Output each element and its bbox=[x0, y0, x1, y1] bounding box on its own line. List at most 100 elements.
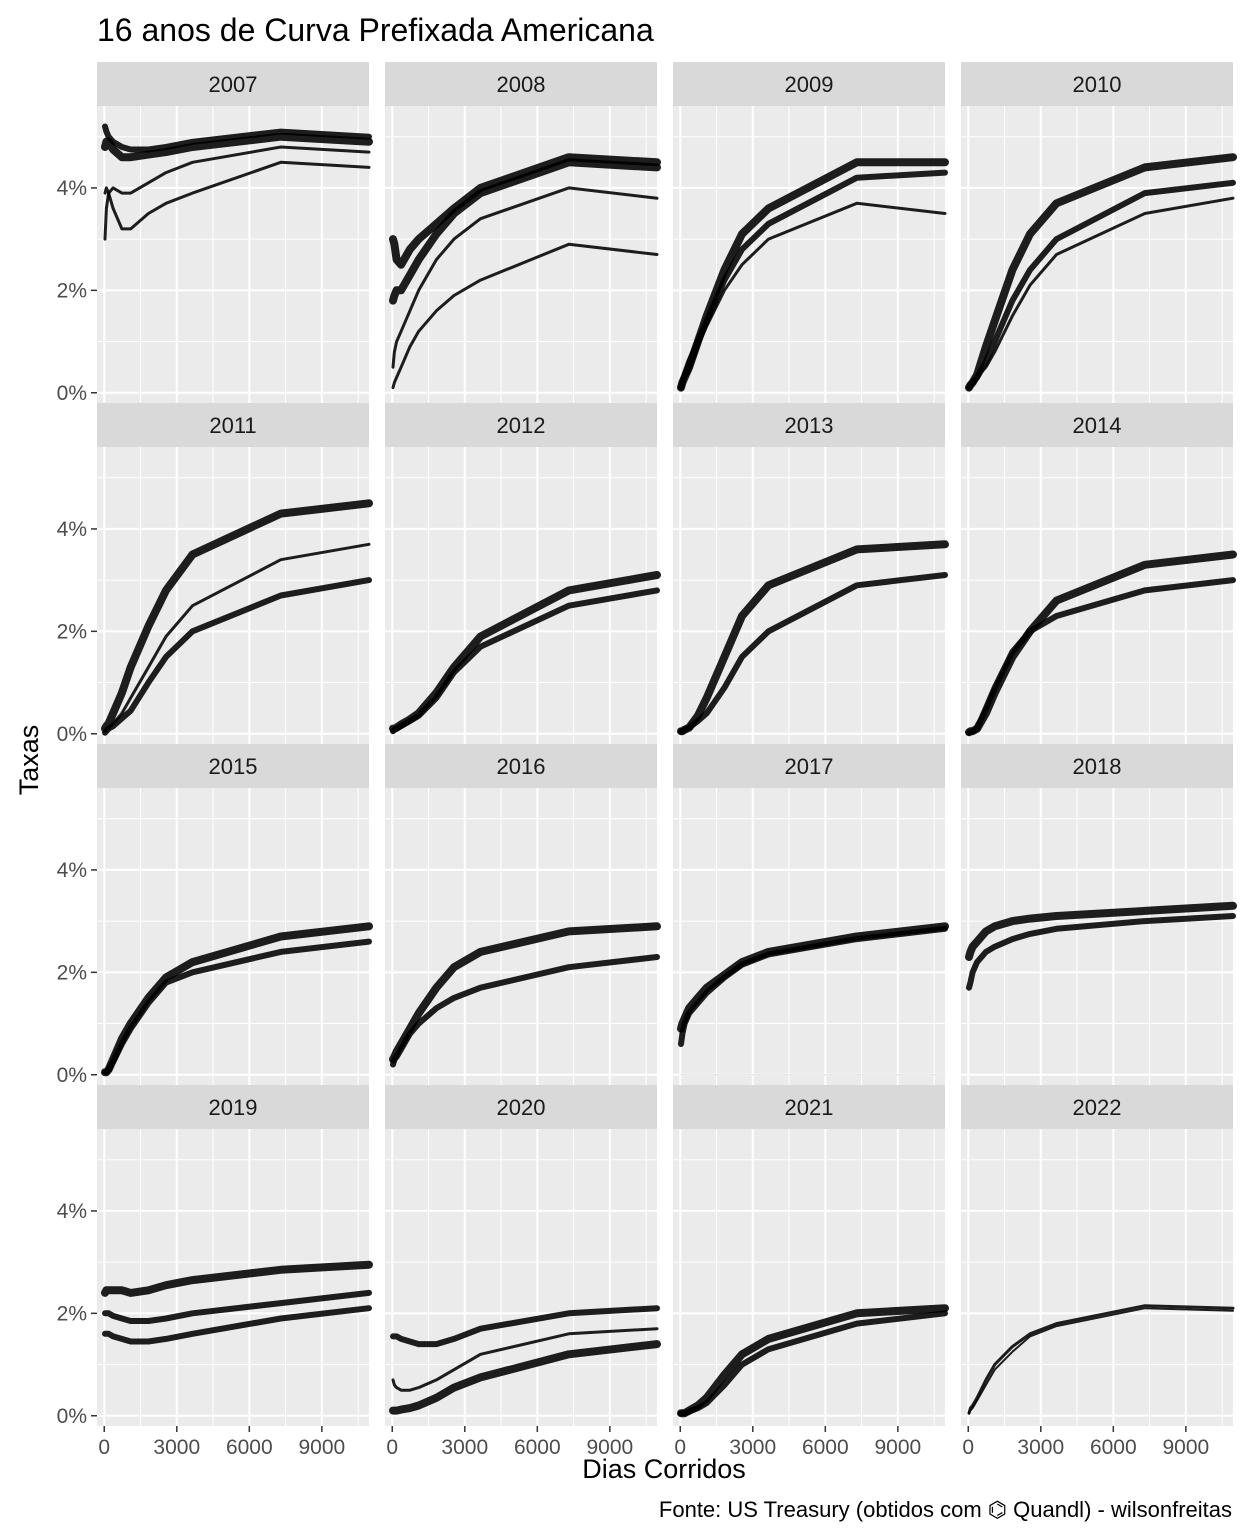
facet-strip bbox=[97, 744, 369, 788]
facet-label: 2018 bbox=[1073, 754, 1122, 779]
facet-2019: 2019 0% 2% 4% 0 3000 6000 9000 bbox=[57, 1085, 373, 1459]
facet-strip bbox=[673, 744, 945, 788]
y-tick-label: 2% bbox=[57, 620, 87, 643]
facet-strip bbox=[961, 1085, 1233, 1129]
facet-2022: 2022 0 3000 6000 9000 bbox=[961, 1085, 1235, 1459]
facet-label: 2012 bbox=[497, 413, 546, 438]
x-tick-label: 9000 bbox=[1162, 1436, 1209, 1459]
yield-curve-line bbox=[102, 577, 372, 736]
facet-label: 2008 bbox=[497, 72, 546, 97]
facet-2012: 2012 bbox=[385, 403, 661, 744]
facet-label: 2011 bbox=[209, 413, 256, 438]
x-tick-label: 3000 bbox=[729, 1436, 776, 1459]
facet-2009: 2009 bbox=[673, 62, 949, 403]
x-tick-label: 9000 bbox=[298, 1436, 345, 1459]
chart-title: 16 anos de Curva Prefixada Americana bbox=[97, 12, 654, 48]
facet-strip bbox=[961, 62, 1233, 106]
facet-2017: 2017 bbox=[673, 744, 949, 1085]
x-axis-title: Dias Corridos bbox=[582, 1454, 746, 1484]
facet-strip bbox=[673, 62, 945, 106]
y-tick-label: 4% bbox=[57, 859, 87, 882]
facet-grid: 2007 0% 2% 4% 2008 2009 2010 2011 0% 2% 4% 2012 2013… bbox=[57, 62, 1237, 1459]
x-tick-label: 6000 bbox=[226, 1436, 273, 1459]
panel-background bbox=[385, 788, 657, 1085]
yield-curve-line bbox=[678, 925, 948, 1047]
facet-strip bbox=[673, 1085, 945, 1129]
yield-curve-line bbox=[103, 160, 371, 231]
panel-background bbox=[385, 1129, 657, 1426]
yield-curve-line bbox=[101, 132, 373, 162]
facet-2008: 2008 bbox=[385, 62, 661, 403]
facet-2016: 2016 bbox=[385, 744, 661, 1085]
y-tick-label: 4% bbox=[57, 177, 87, 200]
yield-curve-line bbox=[102, 938, 372, 1076]
yield-curve-line bbox=[390, 1305, 660, 1348]
panel-background bbox=[97, 788, 369, 1085]
yield-curve-line bbox=[966, 577, 1236, 736]
facet-2007: 2007 0% 2% 4% bbox=[57, 62, 373, 405]
facet-label: 2017 bbox=[785, 754, 834, 779]
facet-label: 2009 bbox=[785, 72, 834, 97]
yield-curve-line bbox=[679, 201, 947, 390]
yield-curve-line bbox=[968, 1307, 1234, 1415]
x-tick-label: 0 bbox=[674, 1436, 686, 1459]
facet-label: 2016 bbox=[497, 754, 546, 779]
facet-strip bbox=[961, 744, 1233, 788]
y-tick-label: 4% bbox=[57, 518, 87, 541]
facet-strip bbox=[97, 1085, 369, 1129]
x-tick-label: 3000 bbox=[441, 1436, 488, 1459]
facet-strip bbox=[97, 403, 369, 447]
facet-strip bbox=[961, 403, 1233, 447]
yield-curve-line bbox=[103, 145, 371, 241]
y-tick-label: 2% bbox=[57, 961, 87, 984]
panel-background bbox=[385, 106, 657, 403]
facet-2021: 2021 0 3000 6000 9000 bbox=[673, 1085, 949, 1459]
facet-2010: 2010 bbox=[961, 62, 1237, 403]
facet-2011: 2011 0% 2% 4% bbox=[57, 403, 373, 746]
yield-curve-line bbox=[967, 196, 1235, 390]
y-tick-label: 4% bbox=[57, 1200, 87, 1223]
y-axis-title: Taxas bbox=[14, 725, 44, 796]
facet-label: 2021 bbox=[785, 1095, 834, 1120]
yield-curve-line bbox=[101, 1260, 373, 1297]
y-tick-label: 2% bbox=[57, 1302, 87, 1325]
x-tick-label: 0 bbox=[386, 1436, 398, 1459]
panel-background bbox=[961, 1129, 1233, 1426]
facet-strip bbox=[385, 62, 657, 106]
facet-strip bbox=[97, 62, 369, 106]
x-tick-label: 0 bbox=[962, 1436, 974, 1459]
facet-strip bbox=[385, 403, 657, 447]
yield-curve-line bbox=[966, 913, 1236, 991]
x-tick-label: 6000 bbox=[802, 1436, 849, 1459]
y-tick-label: 0% bbox=[57, 1064, 87, 1087]
yield-curve-line bbox=[102, 1305, 372, 1345]
yield-curve-line bbox=[389, 153, 661, 269]
panel-background bbox=[673, 106, 945, 403]
y-tick-label: 2% bbox=[57, 279, 87, 302]
panel-background bbox=[673, 1129, 945, 1426]
yield-curve-line bbox=[102, 1289, 372, 1324]
facet-label: 2015 bbox=[209, 754, 258, 779]
y-tick-label: 0% bbox=[57, 723, 87, 746]
facet-label: 2022 bbox=[1073, 1095, 1122, 1120]
x-tick-label: 6000 bbox=[514, 1436, 561, 1459]
facet-2013: 2013 bbox=[673, 403, 949, 744]
x-tick-label: 9000 bbox=[874, 1436, 921, 1459]
facet-strip bbox=[673, 403, 945, 447]
yield-curve-line bbox=[102, 123, 372, 153]
yield-curve-line bbox=[678, 1310, 948, 1417]
panel-background bbox=[961, 788, 1233, 1085]
chart-caption: Fonte: US Treasury (obtidos com ⌬ Quandl… bbox=[659, 1497, 1232, 1522]
facet-2015: 2015 0% 2% 4% bbox=[57, 744, 373, 1087]
yield-curve-line bbox=[391, 186, 659, 369]
y-tick-label: 0% bbox=[57, 382, 87, 405]
facet-label: 2013 bbox=[785, 413, 834, 438]
facet-label: 2014 bbox=[1073, 413, 1122, 438]
yield-curve-line bbox=[965, 901, 1237, 961]
yield-curve-line bbox=[390, 587, 660, 735]
facet-label: 2007 bbox=[209, 72, 258, 97]
facet-2020: 2020 0 3000 6000 9000 bbox=[385, 1085, 661, 1459]
facet-strip bbox=[385, 1085, 657, 1129]
x-tick-label: 9000 bbox=[586, 1436, 633, 1459]
